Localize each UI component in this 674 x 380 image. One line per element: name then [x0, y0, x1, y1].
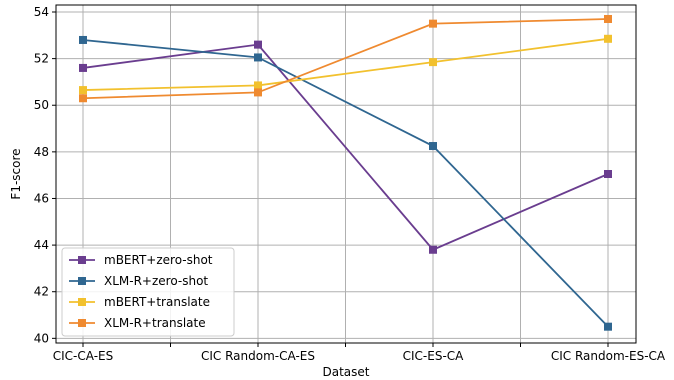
- legend-label: XLM-R+translate: [104, 316, 206, 330]
- data-point: [254, 81, 262, 90]
- data-point: [429, 142, 437, 151]
- data-point: [429, 245, 437, 254]
- y-tick-label: 40: [34, 331, 49, 345]
- legend-marker: [78, 319, 86, 327]
- y-tick-label: 54: [34, 5, 49, 19]
- data-point: [429, 58, 437, 67]
- y-tick-label: 52: [34, 52, 49, 66]
- y-tick-label: 50: [34, 98, 49, 112]
- data-point: [254, 40, 262, 49]
- x-tick-label: CIC-CA-ES: [53, 349, 113, 363]
- data-point: [79, 94, 87, 103]
- legend-marker: [78, 256, 86, 264]
- legend-label: mBERT+zero-shot: [104, 253, 213, 267]
- legend-marker: [78, 298, 86, 306]
- data-point: [604, 34, 612, 43]
- y-tick-label: 44: [34, 238, 49, 252]
- data-point: [79, 35, 87, 44]
- data-point: [604, 14, 612, 23]
- series-layer: [79, 14, 612, 331]
- data-point: [79, 63, 87, 72]
- x-tick-label: CIC-ES-CA: [403, 349, 465, 363]
- data-point: [79, 86, 87, 95]
- data-point: [429, 19, 437, 28]
- series-line-1: [82, 43, 609, 251]
- x-axis-title: Dataset: [323, 365, 370, 379]
- y-axis-title: F1-score: [9, 148, 23, 199]
- data-point: [604, 322, 612, 331]
- data-point: [254, 53, 262, 62]
- legend-label: mBERT+translate: [104, 295, 210, 309]
- axis-layer: CIC-CA-ES CIC Random-CA-ES CIC-ES-CA CIC Ra…: [34, 5, 666, 363]
- y-tick-label: 46: [34, 191, 49, 205]
- legend-label: XLM-R+zero-shot: [104, 274, 208, 288]
- legend-marker: [78, 277, 86, 285]
- data-point: [254, 88, 262, 97]
- series-line-4: [82, 18, 609, 100]
- legend: mBERT+zero-shot XLM-R+zero-shot mBERT+tran…: [61, 247, 235, 337]
- y-tick-label: 42: [34, 285, 49, 299]
- x-tick-label: CIC Random-CA-ES: [201, 349, 315, 363]
- legend-box: [61, 247, 235, 337]
- data-point: [604, 170, 612, 178]
- y-tick-label: 48: [34, 145, 49, 159]
- series-line-3: [82, 37, 609, 91]
- x-tick-label: CIC Random-ES-CA: [551, 349, 666, 363]
- series-line-2: [82, 39, 609, 328]
